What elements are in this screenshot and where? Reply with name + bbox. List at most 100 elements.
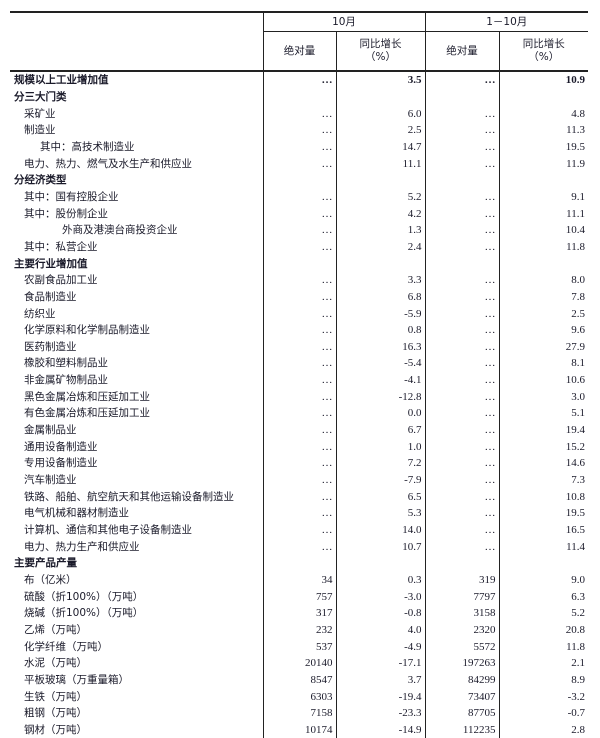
- ytd-absolute-cell: …: [424, 405, 499, 422]
- table-row: 黑色金属冶炼和压延加工业… -12.8… 3.0: [10, 388, 589, 406]
- row-label: 规模以上工业增加值: [14, 74, 109, 87]
- table-row: 其中：股份制企业… 4.2… 11.1: [10, 205, 589, 222]
- row-label: 汽车制造业: [24, 474, 77, 487]
- table-row: 农副食品加工业… 3.3… 8.0: [10, 271, 589, 289]
- row-label: 专用设备制造业: [24, 457, 98, 470]
- oct-yoy-cell: [335, 555, 425, 572]
- oct-yoy-cell: 4.0: [335, 621, 425, 639]
- row-label: 硫酸（折100%）（万吨）: [24, 590, 144, 603]
- oct-absolute-cell: …: [262, 355, 336, 372]
- row-label: 外商及港澳台商投资企业: [62, 224, 178, 237]
- ytd-absolute-cell: …: [424, 371, 499, 389]
- header-abs-ytd: 绝对量: [424, 31, 499, 72]
- row-label: 铁路、船舶、航空航天和其他运输设备制造业: [24, 490, 234, 503]
- oct-absolute-cell: …: [262, 455, 336, 472]
- ytd-yoy-cell: 6.3: [498, 588, 589, 605]
- table-row: 橡胶和塑料制品业… -5.4… 8.1: [10, 355, 589, 372]
- ytd-absolute-cell: …: [424, 321, 499, 339]
- oct-absolute-cell: …: [262, 288, 336, 306]
- ytd-yoy-cell: 8.9: [498, 671, 589, 689]
- row-label: 制造业: [24, 124, 56, 137]
- oct-absolute-cell: …: [262, 488, 336, 506]
- row-label: 烧碱（折100%）（万吨）: [24, 607, 144, 620]
- ytd-yoy-cell: 8.1: [498, 355, 589, 372]
- row-label: 其中：股份制企业: [24, 207, 108, 220]
- row-label: 通用设备制造业: [24, 440, 98, 453]
- table-row: 采矿业… 6.0… 4.8: [10, 105, 589, 122]
- row-label: 分三大门类: [14, 90, 67, 103]
- table-row: 汽车制造业… -7.9… 7.3: [10, 471, 589, 489]
- oct-yoy-cell: -19.4: [335, 688, 425, 705]
- table-row: 化学纤维（万吨） 537 -4.9 5572 11.8: [10, 638, 589, 655]
- ytd-absolute-cell: 319: [424, 571, 499, 589]
- oct-absolute-cell: …: [262, 505, 336, 522]
- table-row: 分三大门类: [10, 88, 589, 106]
- ytd-absolute-cell: …: [424, 71, 499, 89]
- oct-absolute-cell: …: [262, 521, 336, 539]
- ytd-absolute-cell: 84299: [424, 671, 499, 689]
- row-label: 主要产品产量: [14, 557, 77, 570]
- oct-yoy-cell: 2.5: [335, 121, 425, 139]
- ytd-yoy-cell: 27.9: [498, 338, 589, 356]
- row-label: 医药制造业: [24, 340, 77, 353]
- ytd-yoy-cell: 19.5: [498, 505, 589, 522]
- oct-yoy-cell: -4.1: [335, 371, 425, 389]
- ytd-absolute-cell: …: [424, 471, 499, 489]
- row-label: 非金属矿物制品业: [24, 374, 108, 387]
- oct-absolute-cell: …: [262, 238, 336, 256]
- ytd-yoy-cell: 11.9: [498, 155, 589, 172]
- ytd-absolute-cell: …: [424, 105, 499, 122]
- ytd-absolute-cell: …: [424, 305, 499, 322]
- table-row: 食品制造业… 6.8… 7.8: [10, 288, 589, 306]
- ytd-absolute-cell: [424, 255, 499, 272]
- table-row: 电力、热力、燃气及水生产和供应业… 11.1… 11.9: [10, 155, 589, 172]
- ytd-yoy-cell: [498, 555, 589, 572]
- oct-absolute-cell: 7158: [262, 704, 336, 722]
- ytd-yoy-cell: 3.0: [498, 388, 589, 406]
- ytd-yoy-cell: 16.5: [498, 521, 589, 539]
- ytd-yoy-cell: 10.9: [498, 71, 589, 89]
- oct-yoy-cell: -23.3: [335, 704, 425, 722]
- oct-yoy-cell: 1.0: [335, 438, 425, 456]
- row-label: 计算机、通信和其他电子设备制造业: [24, 524, 192, 537]
- header-yoy-oct: 同比增长 （%）: [335, 31, 425, 72]
- header-abs-oct: 绝对量: [262, 31, 336, 72]
- oct-yoy-cell: 4.2: [335, 205, 425, 222]
- ytd-absolute-cell: 87705: [424, 704, 499, 722]
- table-row: 规模以上工业增加值… 3.5… 10.9: [10, 71, 589, 89]
- industrial-statistics-table: 10月 1－10月 绝对量 同比增长 （%） 绝对量 同比增长 （%） 规模以上工业…: [10, 11, 589, 738]
- table-row: 生铁（万吨） 6303 -19.4 73407 -3.2: [10, 688, 589, 705]
- oct-yoy-cell: -12.8: [335, 388, 425, 406]
- ytd-yoy-cell: 11.8: [498, 238, 589, 256]
- ytd-absolute-cell: 112235: [424, 721, 499, 738]
- ytd-yoy-cell: [498, 88, 589, 106]
- ytd-yoy-cell: 19.5: [498, 138, 589, 156]
- row-label: 纺织业: [24, 307, 56, 320]
- ytd-yoy-cell: 11.3: [498, 121, 589, 139]
- ytd-absolute-cell: [424, 171, 499, 189]
- ytd-absolute-cell: …: [424, 521, 499, 539]
- oct-yoy-cell: 0.0: [335, 405, 425, 422]
- ytd-absolute-cell: 7797: [424, 588, 499, 605]
- ytd-absolute-cell: …: [424, 205, 499, 222]
- oct-absolute-cell: …: [262, 71, 336, 89]
- corner-cell: [10, 11, 263, 72]
- ytd-absolute-cell: 3158: [424, 605, 499, 622]
- oct-yoy-cell: 6.5: [335, 488, 425, 506]
- ytd-absolute-cell: …: [424, 338, 499, 356]
- row-label: 其中：私营企业: [24, 240, 98, 253]
- table-row: 专用设备制造业… 7.2… 14.6: [10, 455, 589, 472]
- oct-absolute-cell: [262, 255, 336, 272]
- oct-absolute-cell: 232: [262, 621, 336, 639]
- table-row: 纺织业… -5.9… 2.5: [10, 305, 589, 322]
- oct-yoy-cell: 6.0: [335, 105, 425, 122]
- ytd-absolute-cell: [424, 88, 499, 106]
- row-label: 食品制造业: [24, 290, 77, 303]
- ytd-yoy-cell: 15.2: [498, 438, 589, 456]
- oct-absolute-cell: …: [262, 221, 336, 239]
- ytd-absolute-cell: …: [424, 288, 499, 306]
- row-label: 农副食品加工业: [24, 274, 98, 287]
- oct-yoy-cell: -14.9: [335, 721, 425, 738]
- ytd-yoy-cell: 10.8: [498, 488, 589, 506]
- header-october: 10月: [262, 11, 425, 32]
